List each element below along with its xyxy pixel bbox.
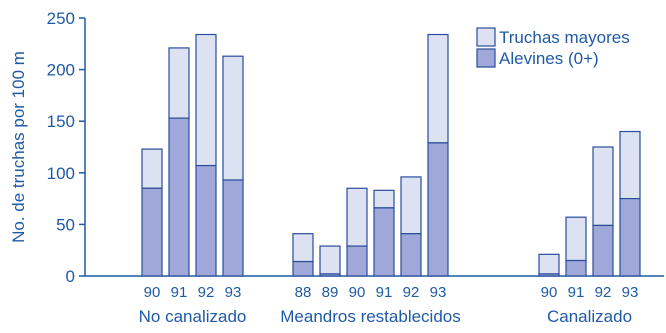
bar-truchas-mayores	[319, 245, 341, 275]
x-tick-label: 93	[622, 284, 639, 301]
x-tick-label: 92	[403, 284, 420, 301]
bar-truchas-mayores	[619, 130, 641, 200]
group-label: Canalizado	[547, 307, 632, 326]
x-tick-label: 90	[144, 284, 161, 301]
bar-truchas-mayores	[427, 33, 449, 144]
legend-label-alevines: Alevines (0+)	[499, 49, 599, 68]
bar-alevines	[400, 233, 422, 277]
bar-truchas-mayores	[141, 148, 163, 189]
bar-alevines	[168, 117, 190, 277]
x-tick-label: 89	[322, 284, 339, 301]
bar-alevines	[319, 273, 341, 277]
bar-alevines	[565, 259, 587, 277]
bar-truchas-mayores	[292, 233, 314, 263]
x-tick-label: 91	[171, 284, 188, 301]
x-tick-label: 91	[568, 284, 585, 301]
legend: Truchas mayores Alevines (0+)	[476, 27, 630, 68]
legend-swatch-alevines	[476, 48, 496, 68]
bar-truchas-mayores	[168, 47, 190, 119]
x-tick-label: 93	[430, 284, 447, 301]
group-label: Meandros restablecidos	[280, 307, 460, 326]
x-tick-label: 92	[198, 284, 215, 301]
bar-alevines	[592, 224, 614, 277]
y-tick-label: 0	[66, 267, 75, 286]
bar-alevines	[141, 187, 163, 277]
x-tick-label: 88	[295, 284, 312, 301]
x-tick-label: 91	[376, 284, 393, 301]
legend-swatch-truchas-mayores	[476, 27, 496, 47]
y-tick-label: 250	[47, 9, 75, 28]
bar-truchas-mayores	[565, 216, 587, 262]
y-tick-label: 200	[47, 61, 75, 80]
bar-truchas-mayores	[592, 146, 614, 227]
bar-truchas-mayores	[222, 55, 244, 181]
bar-alevines	[346, 245, 368, 277]
bar-truchas-mayores	[400, 176, 422, 235]
legend-label-truchas-mayores: Truchas mayores	[499, 28, 630, 47]
y-tick-label: 150	[47, 112, 75, 131]
bar-truchas-mayores	[195, 33, 217, 167]
bar-alevines	[222, 179, 244, 277]
labels-layer: 0 50 100 150 200 250 No. de truchas por 100 m 9…	[9, 9, 638, 326]
bar-alevines	[427, 142, 449, 277]
y-axis-label: No. de truchas por 100 m	[9, 51, 28, 243]
x-tick-label: 90	[349, 284, 366, 301]
bar-alevines	[195, 164, 217, 277]
bar-alevines	[619, 198, 641, 277]
y-tick-label: 100	[47, 164, 75, 183]
bar-alevines	[292, 260, 314, 277]
x-tick-label: 90	[541, 284, 558, 301]
y-tick-label: 50	[56, 215, 75, 234]
bar-alevines	[373, 207, 395, 277]
x-tick-label: 93	[225, 284, 242, 301]
bars-layer	[141, 33, 641, 277]
group-label: No canalizado	[139, 307, 247, 326]
bar-truchas-mayores	[346, 187, 368, 247]
bar-alevines	[538, 273, 560, 277]
bar-truchas-mayores	[373, 189, 395, 209]
bar-truchas-mayores	[538, 253, 560, 275]
x-tick-label: 92	[595, 284, 612, 301]
